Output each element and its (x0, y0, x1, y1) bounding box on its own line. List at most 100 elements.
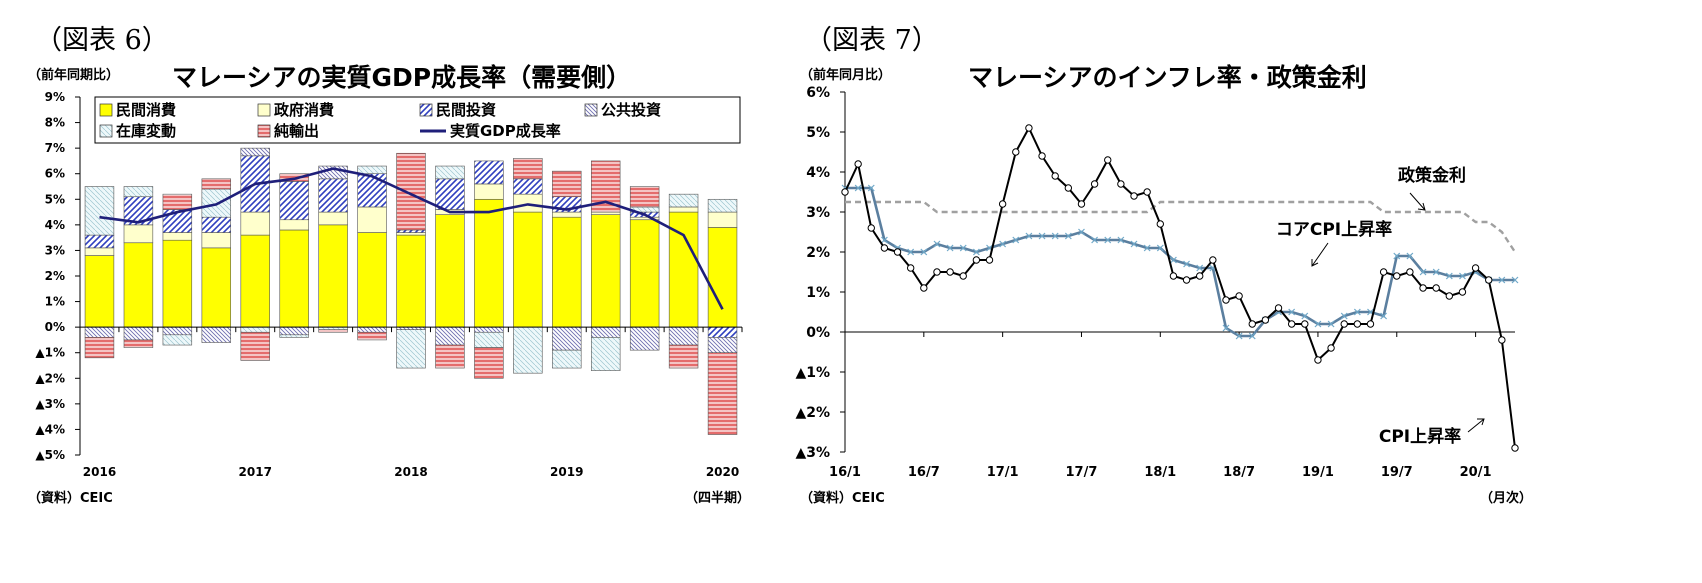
bar-private-consumption (123, 242, 154, 328)
cpi-point (1340, 320, 1348, 328)
cpi-point (1274, 304, 1283, 312)
bar-private-consumption (201, 247, 232, 328)
annotation-policy-rate: 政策金利 (1398, 165, 1466, 186)
core-cpi-point (1012, 236, 1020, 244)
legend-swatch-stock (99, 124, 113, 138)
bar-net-exports (357, 331, 387, 341)
left-xtick-label: 2018 (394, 465, 427, 479)
right-ytick-label: ▲3% (795, 445, 830, 461)
bar-inventory-change (668, 193, 699, 208)
cpi-point (920, 284, 928, 292)
bar-private-consumption (629, 219, 660, 328)
core-cpi-point (1327, 320, 1335, 328)
core-cpi-point (1406, 252, 1414, 260)
core-cpi-point (1235, 332, 1243, 340)
right-ytick-label: 0% (806, 325, 830, 341)
right-xtick-label: 17/1 (987, 465, 1019, 480)
core-cpi-point (880, 236, 888, 244)
cpi-point (1248, 320, 1256, 328)
cpi-point (906, 264, 915, 272)
bar-net-exports (84, 337, 115, 359)
annotation-core-arrow (1311, 242, 1329, 267)
figure-7-label: （図表 7） (805, 25, 939, 56)
cpi-point (985, 256, 994, 264)
core-cpi-point (1511, 276, 1519, 284)
core-cpi-point (867, 184, 875, 192)
cpi-point (1235, 292, 1243, 300)
legend-swatch-netex (257, 124, 271, 138)
legend-swatch-private (99, 103, 113, 117)
cpi-point (841, 188, 849, 196)
right-period-note: （月次） (1480, 491, 1533, 506)
cpi-point (867, 224, 875, 232)
annotation-policy-arrow (1409, 192, 1426, 211)
cpi-point (1301, 320, 1309, 328)
right-xtick-label: 17/7 (1066, 465, 1098, 480)
legend-label-netex: 純輸出 (274, 122, 319, 140)
cpi-point (959, 272, 967, 280)
gdp-contribution-chart: 9% 8% 7% 6% 5% 4% 3% 2% 1% 0% ▲1% ▲2% ▲3% ▲4% ▲5% 2016 2… (35, 90, 743, 479)
core-cpi-point (1170, 256, 1177, 264)
right-ytick-label: ▲1% (795, 365, 830, 381)
core-cpi-point (1432, 268, 1440, 276)
core-cpi-point (999, 240, 1007, 248)
figure-6-label: （図表 6） (35, 25, 169, 56)
legend-swatch-gov (257, 103, 271, 117)
bar-inventory-change (123, 186, 154, 198)
left-ytick-label: 8% (45, 116, 65, 130)
right-source-label: （資料）CEIC (800, 491, 885, 506)
right-xtick-label: 16/7 (908, 465, 940, 480)
right-ytick-label: 6% (806, 85, 830, 101)
core-cpi-point (1380, 312, 1388, 320)
core-cpi-point (1353, 308, 1361, 316)
core-cpi-line (845, 186, 1515, 338)
left-ytick-label: ▲2% (35, 371, 65, 385)
bar-inventory-change (513, 326, 543, 374)
core-cpi-point (1025, 232, 1033, 240)
cpi-point (1261, 316, 1270, 324)
bar-net-exports (629, 186, 660, 208)
core-cpi-point (1038, 232, 1046, 240)
right-xtick-label: 18/1 (1144, 465, 1176, 480)
core-cpi-point (1143, 244, 1151, 252)
right-xtick-label: 20/1 (1460, 465, 1492, 480)
gdp-growth-line (99, 167, 724, 310)
bar-inventory-change (357, 165, 387, 175)
left-chart-title: マレーシアの実質GDP成長率（需要側） (172, 63, 632, 92)
bar-inventory-change (162, 334, 193, 346)
cpi-point (1077, 200, 1086, 208)
core-cpi-point (933, 240, 941, 248)
bar-private-consumption (318, 224, 348, 328)
core-cpi-point (1064, 232, 1072, 240)
core-cpi-point (1301, 312, 1309, 320)
core-cpi-point (920, 248, 928, 256)
bar-net-exports (552, 170, 582, 198)
cpi-point (1379, 268, 1388, 276)
right-unit-label: （前年同月比） (800, 68, 892, 83)
cpi-point (1458, 288, 1467, 296)
bar-inventory-change (707, 198, 738, 213)
bar-inventory-change (435, 165, 465, 180)
core-cpi-point (1117, 236, 1125, 244)
bar-private-consumption (84, 255, 115, 328)
right-ytick-label: 3% (806, 205, 830, 221)
cpi-point (1485, 276, 1493, 284)
cpi-point (1182, 276, 1191, 284)
cpi-line (844, 125, 1516, 449)
bar-net-exports (201, 178, 232, 190)
left-period-note: （四半期） (685, 491, 751, 506)
core-cpi-point (1498, 276, 1506, 284)
left-ytick-label: 7% (45, 141, 65, 155)
left-legend-box (94, 96, 741, 144)
cpi-point (1051, 172, 1059, 180)
core-cpi-point (854, 184, 862, 192)
cpi-point (1156, 220, 1164, 228)
cpi-point (1104, 156, 1112, 164)
right-ytick-label: 4% (806, 165, 830, 181)
cpi-point (854, 160, 862, 168)
right-chart-title: マレーシアのインフレ率・政策金利 (968, 63, 1367, 92)
bar-inventory-change (396, 329, 426, 369)
cpi-point (1130, 192, 1138, 200)
bar-public-investment (240, 147, 270, 157)
